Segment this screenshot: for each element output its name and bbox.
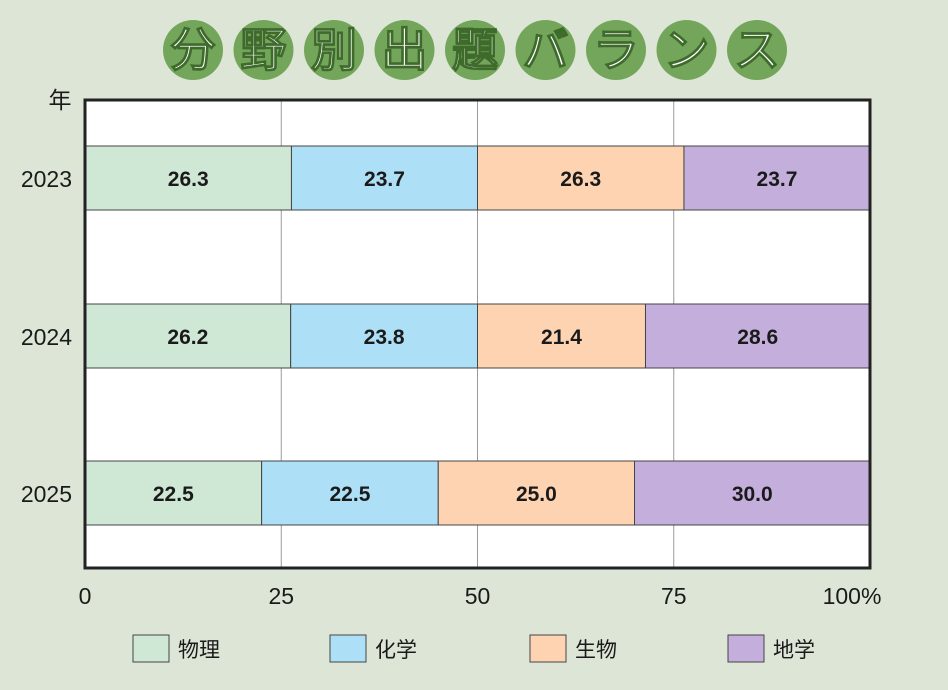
bar-segment xyxy=(683,145,871,211)
title-circle xyxy=(656,20,717,80)
title-char: ス xyxy=(734,23,780,77)
x-tick-label: 25 xyxy=(268,583,294,609)
data-label: 23.7 xyxy=(364,168,405,191)
bar-segment xyxy=(477,145,685,211)
data-label: 23.7 xyxy=(757,168,798,191)
title-char: 出 xyxy=(382,23,428,77)
title-char: 分 xyxy=(170,23,216,77)
legend-swatch xyxy=(529,634,567,663)
title-circle xyxy=(163,20,223,80)
bar-segment xyxy=(261,460,439,526)
x-tick-label: 100% xyxy=(823,583,882,609)
data-label: 26.3 xyxy=(560,168,601,191)
title-char: ラ xyxy=(593,23,639,77)
bar-segment xyxy=(644,303,871,369)
bars: 26.3 23.7 26.3 23.7 26.2 23.8 21.4 28.6 22.5 22.5… xyxy=(84,145,871,526)
y-tick-label: 2023 xyxy=(21,166,72,192)
x-tick-label: 0 xyxy=(79,583,92,609)
title-char: ン xyxy=(664,23,710,77)
title-circle xyxy=(727,20,787,80)
legend-swatch xyxy=(132,634,170,663)
title-char: バ xyxy=(523,23,569,77)
data-label: 30.0 xyxy=(732,483,773,506)
title-circle xyxy=(304,20,364,80)
legend-label: 地学 xyxy=(773,638,815,662)
y-tick-label: 2025 xyxy=(21,481,72,507)
legend-swatch xyxy=(329,634,367,663)
title-char: 別 xyxy=(311,23,357,77)
y-axis-label: 年 xyxy=(49,87,72,113)
bar-segment xyxy=(84,303,292,369)
title-circle xyxy=(515,20,576,80)
title-circle xyxy=(586,20,646,80)
legend-swatch xyxy=(727,634,765,663)
title-circle xyxy=(374,20,435,80)
data-label: 23.8 xyxy=(364,326,405,349)
legend: 物理 化学 生物 地学 xyxy=(132,634,815,663)
title-circle xyxy=(233,20,294,80)
legend-label: 生物 xyxy=(575,638,617,662)
legend-label: 化学 xyxy=(375,638,417,662)
title-char: 題 xyxy=(452,23,498,77)
data-label: 21.4 xyxy=(541,326,582,349)
y-tick-label: 2024 xyxy=(21,324,72,350)
bar-segment xyxy=(290,303,479,369)
y-tick-labels: 2023 2024 2025 xyxy=(21,166,72,507)
legend-label: 物理 xyxy=(178,638,220,662)
data-label: 22.5 xyxy=(330,483,371,506)
bar-segment xyxy=(634,460,871,526)
bar-segment xyxy=(437,460,635,526)
data-label: 26.3 xyxy=(168,168,209,191)
title-circle xyxy=(445,20,505,80)
data-label: 26.2 xyxy=(167,326,208,349)
bar-segment xyxy=(84,460,263,526)
title-char: 野 xyxy=(241,23,287,77)
chart-title: 分野別出題バランス xyxy=(163,20,787,80)
x-tick-label: 50 xyxy=(465,583,491,609)
data-label: 28.6 xyxy=(737,326,778,349)
plot-border xyxy=(83,98,872,570)
data-label: 25.0 xyxy=(516,483,557,506)
x-tick-label: 75 xyxy=(661,583,687,609)
x-tick-labels: 0 25 50 75 100% xyxy=(79,583,882,609)
data-label: 22.5 xyxy=(153,483,194,506)
